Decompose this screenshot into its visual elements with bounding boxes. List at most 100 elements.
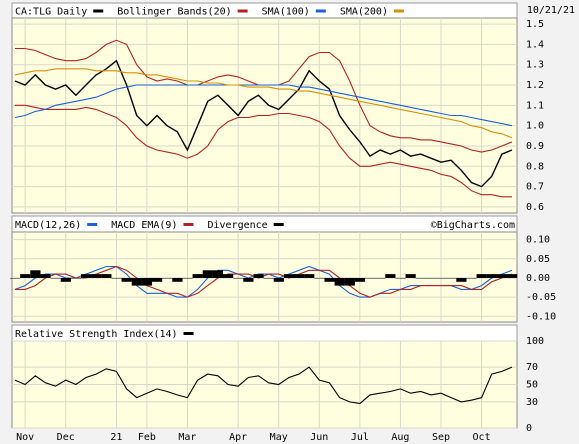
x-tick-label: Feb (138, 432, 156, 443)
divergence-bar (152, 277, 163, 282)
x-tick-label: Dec (57, 432, 75, 443)
divergence-bar (40, 274, 51, 278)
x-tick-label: Aug (391, 432, 409, 443)
divergence-bar (496, 274, 508, 278)
divergence-bar (212, 270, 224, 278)
divergence-bar (314, 277, 325, 279)
divergence-bar (334, 277, 345, 286)
divergence-bar (182, 277, 193, 279)
divergence-bar (395, 277, 406, 279)
y-tick-label: 0.6 (526, 202, 544, 213)
divergence-bar (91, 274, 102, 278)
x-tick-label: Nov (16, 432, 34, 443)
divergence-bar (466, 277, 477, 279)
divergence-bar (415, 277, 426, 279)
divergence-bar (304, 274, 315, 278)
y-tick-label: 1.5 (526, 19, 544, 30)
y-tick-label: 0.00 (526, 273, 550, 284)
series-line (14, 59, 513, 188)
legend-label: Bollinger Bands(20) (117, 7, 231, 18)
y-tick-label: -0.05 (526, 292, 556, 303)
divergence-bar (324, 277, 335, 282)
legend-swatch (237, 9, 248, 13)
divergence-bar (202, 270, 213, 278)
divergence-bar (141, 277, 153, 286)
y-tick-label: 100 (526, 336, 544, 347)
divergence-bar (486, 274, 497, 278)
x-tick-label: Apr (229, 432, 247, 443)
divergence-bar (223, 274, 234, 278)
legend-swatch (87, 223, 98, 226)
x-tick-label: Mar (178, 432, 196, 443)
divergence-bar (121, 277, 132, 282)
divergence-bar (436, 277, 447, 279)
divergence-bar (131, 277, 142, 286)
y-tick-label: 0.9 (526, 141, 544, 152)
divergence-bar (385, 274, 396, 278)
series-line (14, 68, 513, 139)
divergence-bar (60, 277, 71, 282)
legend-label: MACD EMA(9) (111, 220, 177, 231)
divergence-bar (192, 274, 203, 278)
x-tick-label: Oct (473, 432, 491, 443)
divergence-bar (456, 277, 467, 282)
divergence-bar (273, 277, 284, 282)
y-tick-label: 1.1 (526, 100, 544, 111)
y-tick-label: 0.05 (526, 254, 550, 265)
y-tick-label: 50 (526, 380, 538, 391)
legend-label: SMA(200) (340, 7, 388, 18)
divergence-bar (50, 277, 61, 279)
divergence-bar (476, 274, 487, 278)
divergence-bar (243, 277, 254, 282)
y-tick-label: 0.8 (526, 161, 544, 172)
legend-label: CA:TLG Daily (15, 7, 87, 18)
divergence-bar (507, 274, 518, 278)
divergence-bar (10, 277, 21, 279)
divergence-bar (283, 274, 295, 278)
divergence-bar (405, 274, 416, 278)
x-tick-label: Jun (310, 432, 328, 443)
divergence-bar (425, 277, 437, 279)
legend-label: SMA(100) (262, 7, 310, 18)
x-tick-label: May (270, 432, 288, 443)
legend-label: Relative Strength Index(14) (15, 329, 178, 340)
legend-swatch (183, 223, 194, 226)
divergence-bar (233, 277, 244, 279)
date-label: 10/21/21 (527, 5, 575, 16)
divergence-bar (70, 277, 82, 279)
divergence-bar (263, 277, 274, 279)
series-line (15, 104, 512, 198)
divergence-bar (253, 274, 264, 278)
legend-swatch (273, 223, 284, 226)
divergence-bar (111, 277, 122, 279)
divergence-bar (81, 274, 92, 278)
credit: ©BigCharts.com (431, 220, 515, 231)
divergence-bar (354, 277, 366, 282)
legend-swatch (393, 9, 404, 13)
x-tick-label: 21 (110, 432, 122, 443)
x-tick-label: Sep (432, 432, 450, 443)
divergence-bar (375, 277, 386, 279)
divergence-bar (446, 277, 457, 279)
legend-swatch (93, 9, 104, 13)
series-line (14, 366, 513, 405)
divergence-bar (20, 274, 31, 278)
legend-label: MACD(12,26) (15, 220, 81, 231)
legend-label: Divergence (207, 220, 267, 231)
y-tick-label: 0.7 (526, 182, 544, 193)
series-line (14, 84, 513, 127)
y-tick-label: 1.4 (526, 39, 544, 50)
x-tick-label: Jul (351, 432, 369, 443)
y-tick-label: 1.3 (526, 60, 544, 71)
legend-swatch (315, 9, 326, 13)
y-tick-label: 70 (526, 362, 538, 373)
divergence-bar (162, 277, 173, 279)
y-tick-label: 0.10 (526, 235, 550, 246)
legend-swatch (183, 332, 194, 335)
y-tick-label: 30 (526, 397, 538, 408)
divergence-bar (344, 277, 355, 286)
y-tick-label: 0 (526, 423, 532, 434)
divergence-bar (101, 274, 112, 278)
divergence-bar (365, 277, 376, 279)
